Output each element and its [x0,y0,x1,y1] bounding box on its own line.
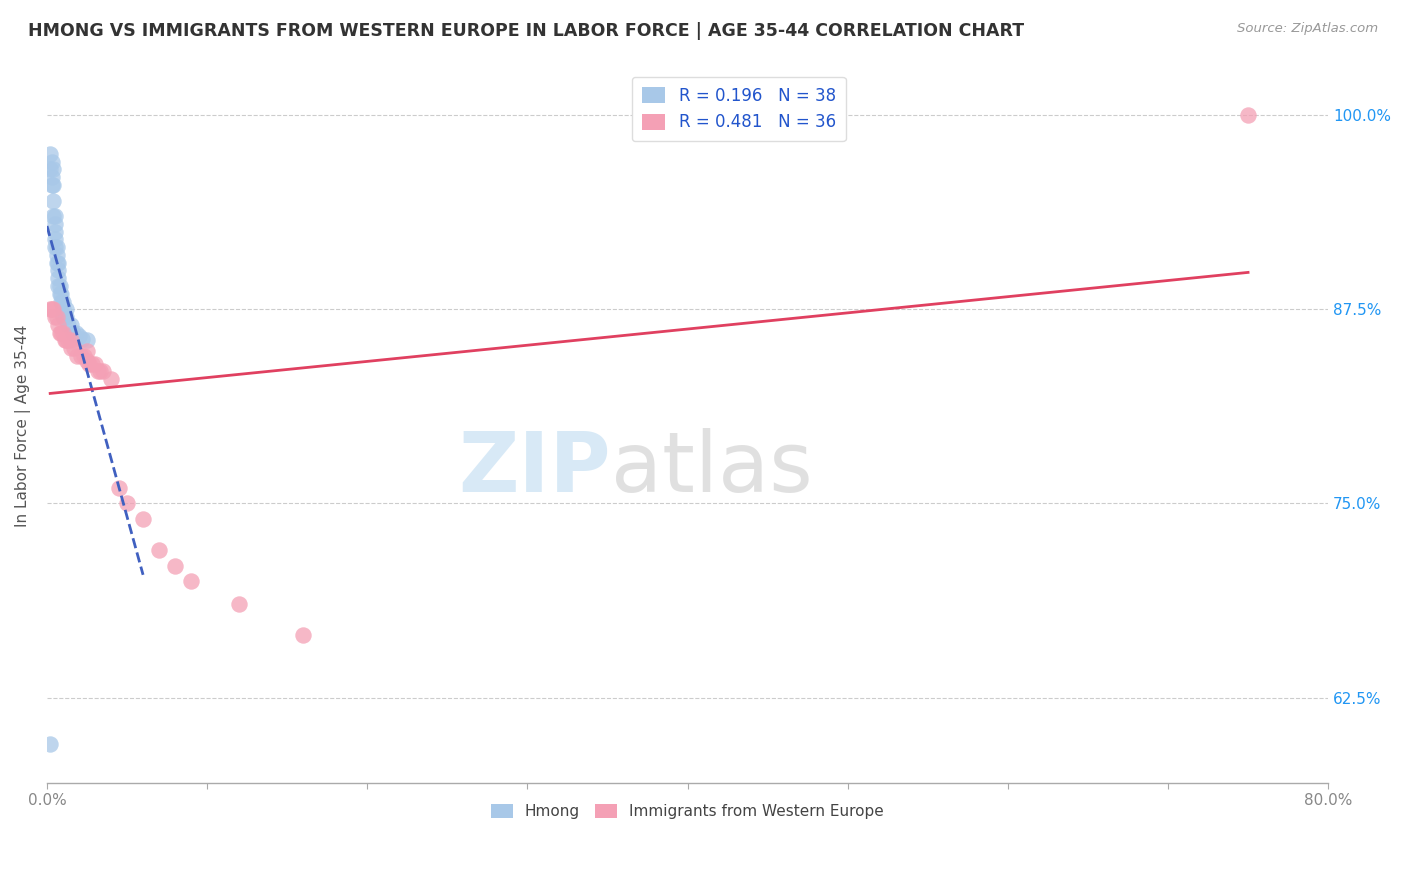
Point [73,349,96,363]
Point [44,225,66,239]
Point [76,353,98,368]
Point [42,209,65,223]
Point [52,326,75,340]
Point [39,302,62,317]
Point [55,302,77,317]
Point [46,255,69,269]
Point [49,326,72,340]
Legend: Hmong, Immigrants from Western Europe: Hmong, Immigrants from Western Europe [485,797,890,825]
Point [46,271,69,285]
Point [1237,108,1260,122]
Point [52,294,75,309]
Text: HMONG VS IMMIGRANTS FROM WESTERN EUROPE IN LABOR FORCE | AGE 35-44 CORRELATION C: HMONG VS IMMIGRANTS FROM WESTERN EUROPE … [28,22,1024,40]
Text: atlas: atlas [610,428,813,509]
Point [62,326,84,340]
Point [52,310,75,324]
Point [70,332,93,346]
Point [77,357,100,371]
Point [45,248,67,262]
Point [100,372,122,386]
Point [51,294,73,309]
Point [39,737,62,751]
Point [59,341,82,355]
Point [51,286,73,301]
Point [89,364,111,378]
Point [41,178,63,192]
Point [148,543,170,558]
Point [63,341,86,355]
Point [42,302,65,317]
Point [44,240,66,254]
Point [51,326,73,340]
Point [49,279,72,293]
Point [292,628,315,642]
Point [180,574,202,588]
Point [44,217,66,231]
Point [46,318,69,332]
Point [44,209,66,223]
Point [165,558,187,573]
Point [108,481,131,495]
Point [46,279,69,293]
Point [44,310,66,324]
Point [56,334,79,348]
Point [42,194,65,208]
Point [66,349,89,363]
Y-axis label: In Labor Force | Age 35-44: In Labor Force | Age 35-44 [15,325,31,527]
Point [41,302,63,317]
Point [76,344,98,359]
Point [91,364,114,378]
Point [228,598,250,612]
Point [53,334,76,348]
Point [76,334,98,348]
Point [59,318,82,332]
Point [67,328,90,343]
Point [39,162,62,177]
Point [44,232,66,246]
Point [59,334,82,348]
Point [84,357,107,371]
Point [55,334,77,348]
Point [41,170,63,185]
Point [41,154,63,169]
Point [39,147,62,161]
Point [49,286,72,301]
Point [80,357,103,371]
Text: ZIP: ZIP [458,428,610,509]
Point [115,496,138,510]
Point [46,263,69,277]
Point [55,310,77,324]
Point [69,349,91,363]
Point [42,162,65,177]
Point [45,240,67,254]
Point [45,255,67,269]
Point [132,512,155,526]
Point [65,326,87,340]
Point [52,302,75,317]
Point [42,178,65,192]
Point [45,310,67,324]
Text: Source: ZipAtlas.com: Source: ZipAtlas.com [1237,22,1378,36]
Point [56,318,79,332]
Point [87,364,110,378]
